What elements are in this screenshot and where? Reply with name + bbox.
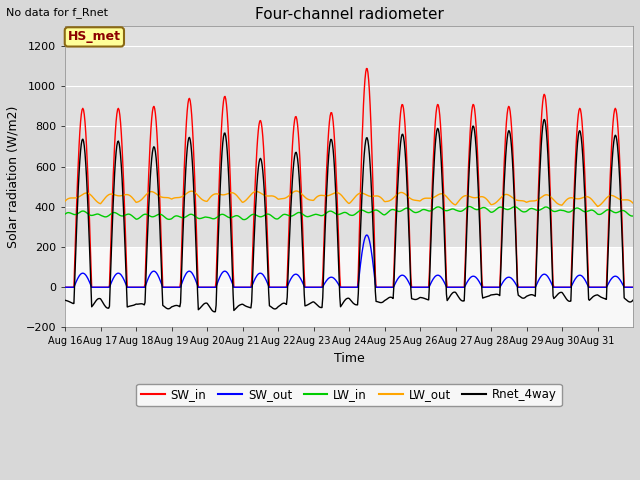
Text: No data for f_Rnet: No data for f_Rnet [6,7,108,18]
Title: Four-channel radiometer: Four-channel radiometer [255,7,444,22]
Bar [65,26,633,247]
Bar [65,247,633,327]
Text: HS_met: HS_met [68,30,121,43]
X-axis label: Time: Time [333,352,364,365]
Y-axis label: Solar radiation (W/m2): Solar radiation (W/m2) [7,106,20,248]
Legend: SW_in, SW_out, LW_in, LW_out, Rnet_4way: SW_in, SW_out, LW_in, LW_out, Rnet_4way [136,384,561,406]
